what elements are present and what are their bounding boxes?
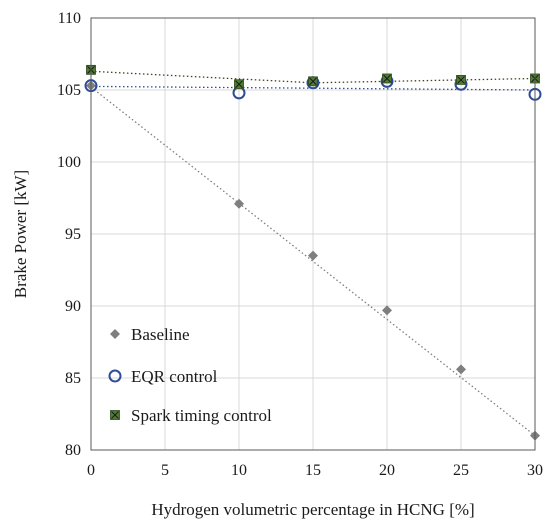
legend-marker-0 [110, 329, 120, 339]
data-point-series-2-2 [308, 76, 318, 87]
x-tick-label-2: 10 [231, 462, 247, 479]
y-axis-label: Brake Power [kW] [11, 170, 30, 298]
data-point-series-0-3 [382, 305, 392, 316]
y-tick-labels: 80 85 90 95 100 105 110 [57, 10, 81, 459]
y-tick-label-0: 80 [65, 442, 81, 459]
legend-label-1: EQR control [131, 367, 218, 386]
legend-item-1: EQR control [108, 367, 218, 386]
data-point-series-0-4 [456, 364, 466, 375]
x-tick-label-5: 25 [453, 462, 469, 479]
legend-item-2: Spark timing control [110, 406, 272, 425]
x-axis-label: Hydrogen volumetric percentage in HCNG [… [151, 500, 474, 519]
x-tick-label-3: 15 [305, 462, 321, 479]
data-point-series-2-3 [382, 73, 392, 84]
y-tick-label-3: 95 [65, 226, 81, 243]
y-tick-label-2: 90 [65, 298, 81, 315]
legend-item-0: Baseline [110, 325, 190, 344]
legend-marker-1 [108, 369, 122, 383]
legend-label-0: Baseline [131, 325, 190, 344]
data-point-series-2-4 [456, 75, 466, 85]
plot-frame [90, 17, 536, 451]
y-tick-label-4: 100 [57, 154, 81, 171]
data-point-series-2-1 [234, 79, 244, 90]
y-tick-label-5: 105 [57, 82, 81, 99]
data-point-series-0-2 [308, 250, 318, 261]
x-tick-label-6: 30 [527, 462, 543, 479]
y-tick-label-1: 85 [65, 370, 81, 387]
x-tick-label-4: 20 [379, 462, 395, 479]
x-tick-labels: 0 5 10 15 20 25 30 [87, 462, 543, 479]
x-tick-label-1: 5 [161, 462, 169, 479]
legend-label-2: Spark timing control [131, 406, 272, 425]
legend: Baseline EQR control Spark timing control [108, 325, 272, 425]
data-point-series-0-1 [234, 198, 244, 209]
y-tick-label-6: 110 [58, 10, 81, 27]
legend-marker-2 [110, 410, 120, 420]
x-tick-label-0: 0 [87, 462, 95, 479]
